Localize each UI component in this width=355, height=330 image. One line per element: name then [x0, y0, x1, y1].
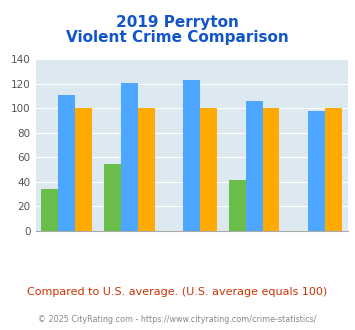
Legend: Perryton, Texas, National: Perryton, Texas, National — [59, 326, 324, 330]
Bar — [263, 109, 279, 231]
Bar — [42, 189, 58, 231]
Bar — [138, 109, 154, 231]
Bar — [200, 109, 217, 231]
Text: 2019 Perryton: 2019 Perryton — [116, 15, 239, 30]
Bar — [121, 83, 138, 231]
Bar — [246, 101, 263, 231]
Bar — [183, 80, 200, 231]
Text: Compared to U.S. average. (U.S. average equals 100): Compared to U.S. average. (U.S. average … — [27, 287, 328, 297]
Bar — [75, 109, 92, 231]
Text: © 2025 CityRating.com - https://www.cityrating.com/crime-statistics/: © 2025 CityRating.com - https://www.city… — [38, 315, 317, 324]
Text: Violent Crime Comparison: Violent Crime Comparison — [66, 30, 289, 45]
Bar — [229, 180, 246, 231]
Bar — [325, 109, 342, 231]
Bar — [308, 111, 325, 231]
Bar — [58, 95, 75, 231]
Bar — [104, 164, 121, 231]
